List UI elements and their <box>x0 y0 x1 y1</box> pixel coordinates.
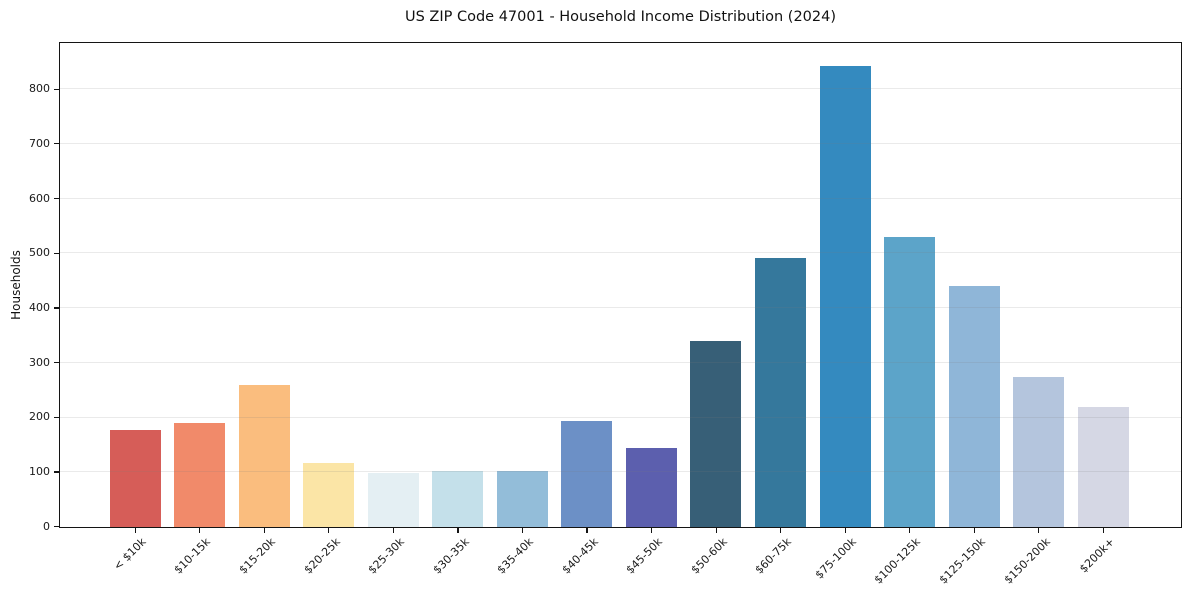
y-tick-mark-600 <box>54 197 59 200</box>
bar-< $10k <box>109 429 161 527</box>
y-tick-mark-500 <box>54 252 59 254</box>
gridline-300 <box>60 361 1181 363</box>
x-tick-mark-$100-125k <box>909 528 911 533</box>
y-tick-mark-300 <box>54 362 59 364</box>
x-tick-mark-$35-40k <box>521 528 524 533</box>
x-tick-label-$20-25k: $20-25k <box>301 535 343 577</box>
y-tick-label-200: 200 <box>29 410 50 424</box>
x-tick-label-$30-35k: $30-35k <box>430 535 472 577</box>
y-tick-label-800: 800 <box>29 82 50 96</box>
x-tick-mark-< $10k <box>134 528 136 533</box>
bar-$60-75k <box>755 257 806 527</box>
y-tick-mark-400 <box>54 307 59 309</box>
bar-$15-20k <box>238 385 290 527</box>
x-tick-mark-$75-100k <box>844 528 846 533</box>
gridline-400 <box>60 307 1181 309</box>
y-tick-mark-700 <box>54 143 59 145</box>
x-tick-mark-$20-25k <box>328 528 330 533</box>
bar-$20-25k <box>303 463 355 527</box>
y-tick-label-0: 0 <box>43 519 50 533</box>
bar-$50-60k <box>690 341 742 527</box>
y-tick-label-100: 100 <box>29 465 50 479</box>
y-tick-mark-200 <box>54 416 59 418</box>
bar-$200k+ <box>1077 407 1129 527</box>
bar-$25-30k <box>367 473 419 527</box>
gridline-200 <box>60 416 1181 418</box>
x-tick-mark-$45-50k <box>651 528 653 533</box>
x-tick-label-$10-15k: $10-15k <box>171 535 214 577</box>
x-tick-label-$35-40k: $35-40k <box>494 535 536 577</box>
x-tick-label-$150-200k: $150-200k <box>1001 535 1053 587</box>
x-tick-label-$60-75k: $60-75k <box>752 535 795 577</box>
y-tick-label-600: 600 <box>29 191 50 205</box>
x-tick-label-$45-50k: $45-50k <box>623 535 666 577</box>
bar-$30-35k <box>432 470 484 527</box>
gridline-700 <box>60 143 1181 145</box>
x-tick-label-$50-60k: $50-60k <box>688 535 730 577</box>
x-tick-mark-$30-35k <box>457 528 459 533</box>
bar-$125-150k <box>948 285 1000 527</box>
chart-title: US ZIP Code 47001 - Household Income Dis… <box>404 9 837 25</box>
x-tick-mark-$200k+ <box>1102 528 1105 533</box>
y-tick-label-500: 500 <box>29 246 50 260</box>
bar-$150-200k <box>1013 377 1065 527</box>
bar-$35-40k <box>496 471 548 527</box>
x-tick-label-$100-125k: $100-125k <box>872 535 924 587</box>
x-tick-label-$40-45k: $40-45k <box>559 535 601 577</box>
x-tick-mark-$60-75k <box>780 528 782 533</box>
bar-$40-45k <box>561 421 613 527</box>
x-tick-label-$75-100k: $75-100k <box>812 535 859 582</box>
x-tick-label-$25-30k: $25-30k <box>365 535 407 577</box>
bar-$100-125k <box>884 237 936 527</box>
y-tick-mark-800 <box>54 88 59 90</box>
x-tick-mark-$40-45k <box>586 528 588 533</box>
x-tick-label-< $10k: < $10k <box>111 535 149 573</box>
x-tick-mark-$150-200k <box>1038 528 1040 533</box>
y-tick-label-400: 400 <box>29 300 50 314</box>
x-tick-mark-$15-20k <box>263 528 265 533</box>
y-tick-label-300: 300 <box>29 355 50 369</box>
y-tick-label-700: 700 <box>29 136 50 150</box>
x-tick-mark-$10-15k <box>199 528 201 533</box>
x-tick-mark-$125-150k <box>973 528 975 533</box>
y-tick-mark-100 <box>54 471 59 473</box>
bar-$10-15k <box>174 423 226 527</box>
x-tick-mark-$50-60k <box>715 528 717 533</box>
gridline-500 <box>60 252 1181 254</box>
x-tick-mark-$25-30k <box>392 528 394 533</box>
gridline-600 <box>60 197 1181 199</box>
plot-area <box>59 42 1182 528</box>
gridline-100 <box>60 471 1181 473</box>
y-tick-mark-0 <box>54 526 59 528</box>
x-tick-label-$200k+: $200k+ <box>1076 535 1117 576</box>
bar-$75-100k <box>819 66 871 527</box>
gridline-800 <box>60 88 1181 90</box>
bar-$45-50k <box>625 448 677 527</box>
x-tick-label-$125-150k: $125-150k <box>936 535 988 587</box>
x-tick-label-$15-20k: $15-20k <box>236 535 278 577</box>
